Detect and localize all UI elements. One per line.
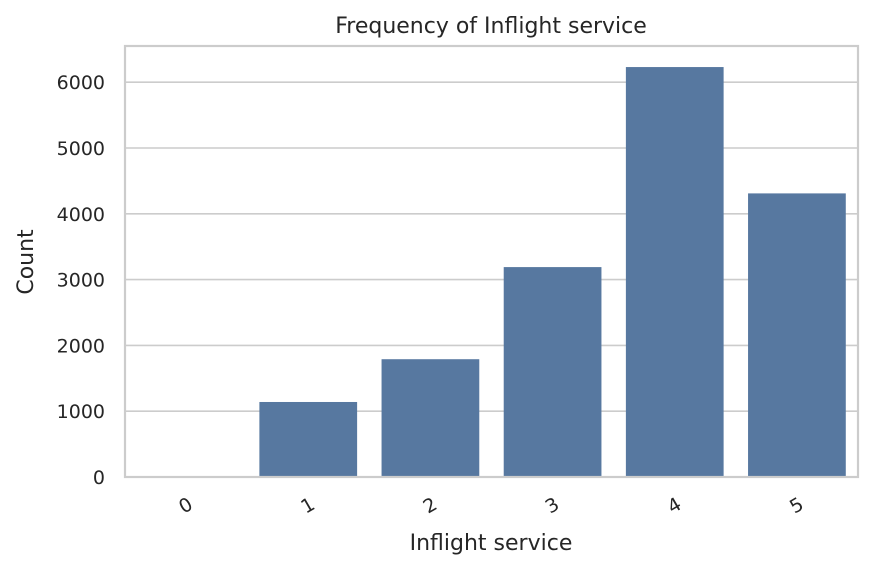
bar-2: [381, 359, 480, 477]
y-tick-label: 5000: [57, 138, 105, 160]
y-tick-label: 4000: [57, 204, 105, 226]
y-axis-label: Count: [14, 229, 39, 295]
y-tick-label: 2000: [57, 335, 105, 357]
bar-1: [259, 401, 358, 477]
x-tick-label: 2: [419, 493, 440, 518]
x-tick-label: 0: [175, 493, 196, 518]
chart-title: Frequency of Inflight service: [335, 14, 647, 39]
y-tick-label: 0: [93, 467, 105, 489]
bar-4: [625, 67, 724, 477]
y-tick-label: 6000: [57, 72, 105, 94]
y-tick-label: 1000: [57, 401, 105, 423]
x-tick-label: 5: [786, 493, 807, 518]
y-tick-labels: 0 1000 2000 3000 4000 5000 6000: [57, 72, 105, 489]
bars: [137, 67, 846, 477]
x-axis-label: Inflight service: [410, 531, 573, 556]
gridlines: [125, 81, 858, 478]
bar-3: [503, 267, 602, 477]
x-tick-label: 3: [542, 493, 563, 518]
bar-5: [748, 193, 846, 477]
x-tick-label: 1: [297, 493, 318, 518]
x-tick-labels: 0 1 2 3 4 5: [175, 493, 807, 518]
x-tick-label: 4: [664, 493, 685, 518]
plot-frame: [123, 44, 860, 479]
y-tick-label: 3000: [57, 270, 105, 292]
